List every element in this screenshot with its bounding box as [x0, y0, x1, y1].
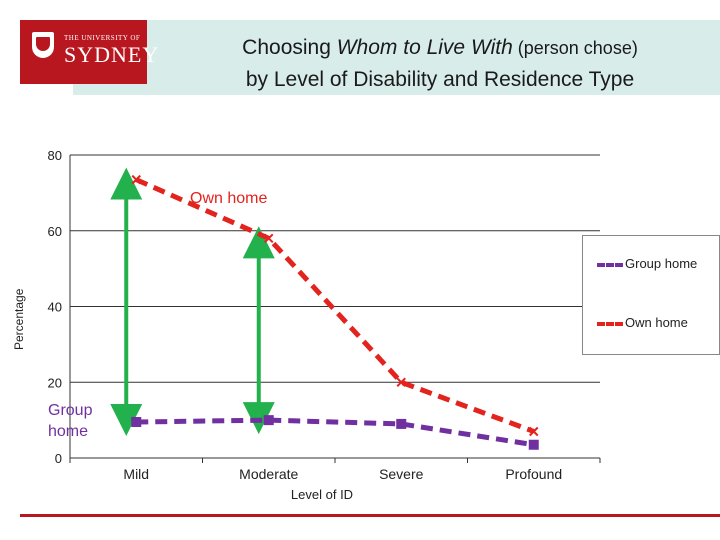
title-line-2: by Level of Disability and Residence Typ…: [245, 68, 635, 91]
legend: Group home Own home: [582, 235, 720, 355]
title-part-1: Choosing: [242, 36, 337, 59]
x-tick-label: Profound: [505, 466, 562, 482]
legend-swatch-own-home: [597, 321, 623, 326]
x-axis-label: Level of ID: [290, 487, 354, 502]
y-tick-label: 80: [48, 148, 62, 163]
data-point-group-home: [528, 439, 539, 450]
data-point-group-home: [263, 415, 274, 426]
header-bar: [73, 20, 720, 95]
logo-big-text: SYDNEY: [64, 42, 160, 67]
title-part-2: (person chose): [512, 38, 638, 58]
series-line-group-home: [136, 417, 535, 448]
y-tick-label: 60: [48, 224, 62, 239]
data-point-group-home: [131, 417, 142, 428]
y-tick-label: 0: [55, 451, 62, 466]
y-tick-label: 40: [48, 300, 62, 315]
slide-title: Choosing Whom to Live With (person chose…: [180, 32, 700, 95]
data-point-own-home: [264, 233, 274, 244]
legend-swatch-group-home: [597, 262, 623, 267]
y-axis-label: Percentage: [12, 288, 26, 350]
logo-small-text: THE UNIVERSITY OF: [64, 34, 141, 42]
x-tick-label: Mild: [123, 466, 149, 482]
data-point-own-home: [396, 377, 406, 387]
group-home-annotation: Group home: [48, 402, 93, 440]
x-tick-label: Severe: [379, 466, 424, 482]
data-point-own-home: [529, 426, 539, 437]
bottom-rule: [20, 514, 720, 517]
data-point-own-home: [131, 174, 141, 185]
crest-icon: [32, 32, 54, 58]
university-logo: THE UNIVERSITY OF SYDNEY: [20, 20, 158, 84]
legend-label-own-home: Own home: [625, 315, 688, 330]
title-emphasis: Whom to Live With: [336, 36, 513, 59]
x-tick-label: Moderate: [239, 466, 298, 482]
series-line-own-home: [135, 177, 535, 434]
own-home-annotation: Own home: [190, 190, 268, 207]
legend-item-group-home: Group home: [597, 256, 697, 271]
legend-item-own-home: Own home: [597, 315, 688, 330]
y-tick-label: 20: [48, 375, 62, 390]
data-point-group-home: [396, 418, 407, 429]
legend-label-group-home: Group home: [625, 256, 698, 271]
